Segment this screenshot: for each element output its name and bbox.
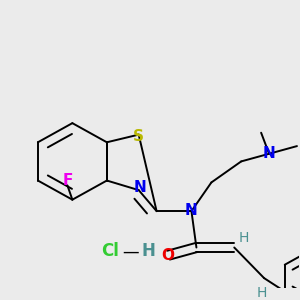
- Text: Cl: Cl: [101, 242, 119, 260]
- Text: H: H: [239, 231, 249, 245]
- Text: F: F: [62, 173, 73, 188]
- Text: —: —: [122, 242, 138, 260]
- Text: N: N: [263, 146, 275, 161]
- Text: H: H: [257, 286, 267, 300]
- Text: N: N: [133, 180, 146, 195]
- Text: H: H: [141, 242, 155, 260]
- Text: O: O: [161, 248, 174, 263]
- Text: N: N: [185, 203, 198, 218]
- Text: S: S: [133, 129, 144, 144]
